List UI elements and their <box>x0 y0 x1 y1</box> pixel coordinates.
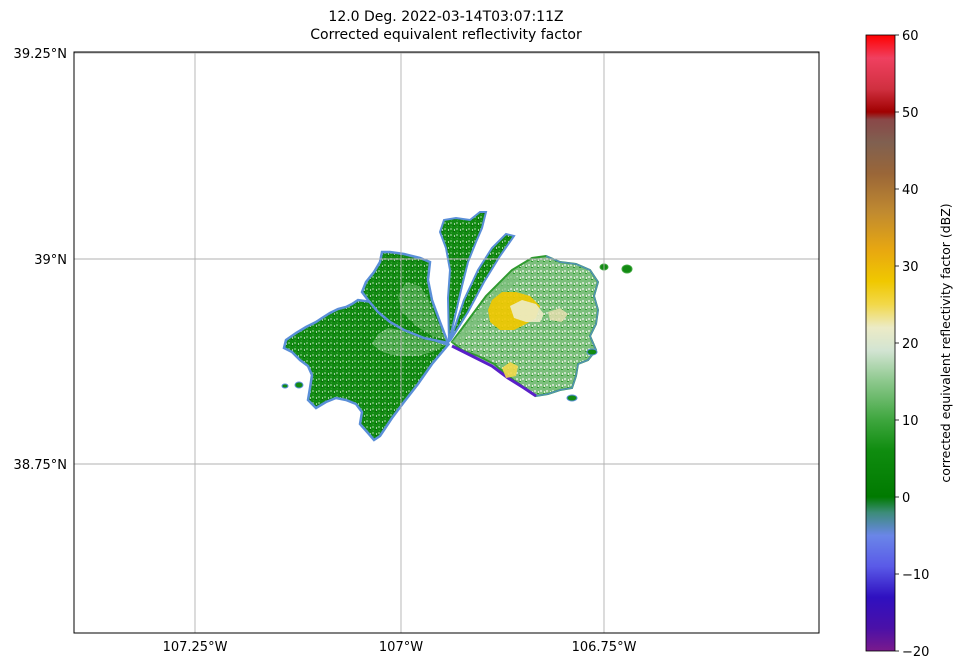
map-frame <box>73 51 820 634</box>
colorbar-bar <box>865 34 896 652</box>
lat-label-39.25: 39.25°N <box>14 47 67 62</box>
colorbar-tick-minus-20: −20 <box>902 645 929 660</box>
echo-cell-4 <box>281 383 289 389</box>
lon-label-107: 107°W <box>379 640 423 655</box>
lon-label-106.75: 106.75°W <box>572 640 637 655</box>
echo-northwest-interior <box>398 282 446 340</box>
lat-label-38.75: 38.75°N <box>14 458 67 473</box>
echo-west-interior <box>372 328 446 356</box>
echo-cell-2 <box>621 264 633 274</box>
colorbar-tick-30: 30 <box>902 260 919 275</box>
colorbar-tick-20: 20 <box>902 337 919 352</box>
colorbar-tick-0: 0 <box>902 491 910 506</box>
map-axes <box>73 51 820 634</box>
colorbar-tick-40: 40 <box>902 183 919 198</box>
echo-east-edge <box>535 255 599 397</box>
echo-core-east <box>548 308 568 322</box>
colorbar-label: corrected equivalent reflectivity factor… <box>938 203 953 482</box>
lat-label-39: 39°N <box>34 253 67 268</box>
longitude-labels: 107.25°W 107°W 106.75°W <box>163 640 637 655</box>
echo-cell-5 <box>294 381 304 389</box>
echo-south-edge <box>451 344 537 398</box>
echo-cell-6 <box>586 348 598 356</box>
echo-core-light <box>510 300 544 322</box>
title-line-1: 12.0 Deg. 2022-03-14T03:07:11Z <box>328 9 563 25</box>
radar-echo-field <box>281 211 633 442</box>
latitude-labels: 39.25°N 39°N 38.75°N <box>14 47 67 473</box>
colorbar-tick-labels: 60 50 40 30 20 10 0 −10 −20 <box>902 29 929 660</box>
echo-radial-streak <box>452 274 520 344</box>
gridlines <box>74 52 819 633</box>
colorbar-tick-10: 10 <box>902 414 919 429</box>
lon-label-107.25: 107.25°W <box>163 640 228 655</box>
echo-core-south <box>502 362 518 378</box>
colorbar-tick-60: 60 <box>902 29 919 44</box>
echo-cell-3 <box>566 394 578 402</box>
colorbar: 60 50 40 30 20 10 0 −10 −20 corrected eq… <box>865 29 953 660</box>
colorbar-tick-minus-10: −10 <box>902 568 929 583</box>
colorbar-tick-50: 50 <box>902 106 919 121</box>
echo-nne-ray <box>449 232 516 342</box>
colorbar-tick-marks <box>895 34 899 652</box>
title-line-2: Corrected equivalent reflectivity factor <box>310 27 582 43</box>
